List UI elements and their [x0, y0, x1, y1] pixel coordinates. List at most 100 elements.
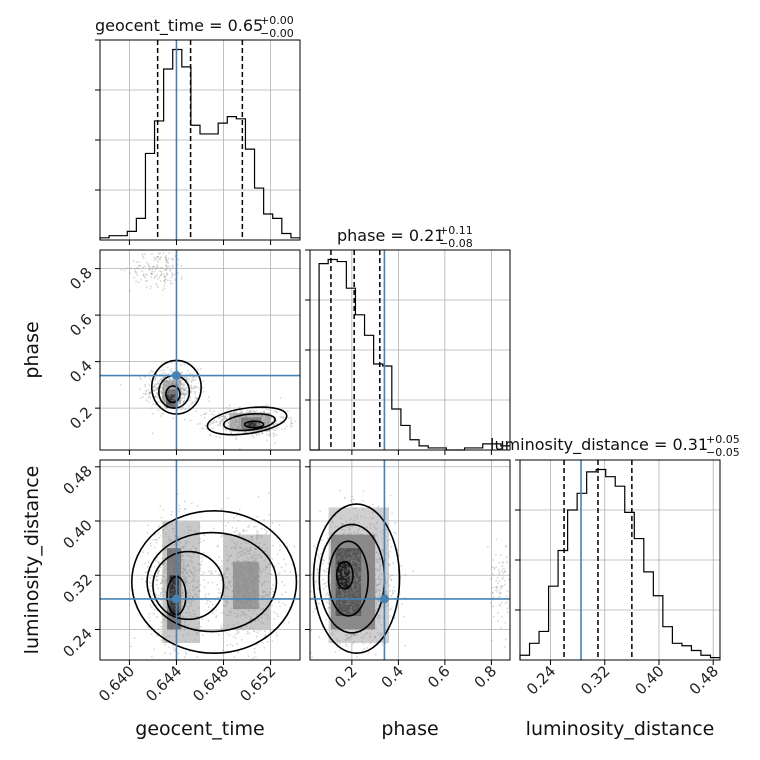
- scatter-point: [374, 567, 377, 570]
- scatter-point: [318, 636, 321, 639]
- scatter-point: [178, 400, 181, 402]
- scatter-point: [315, 581, 317, 584]
- xlabel-geocent-time: geocent_time: [135, 718, 264, 740]
- scatter-point: [165, 274, 168, 277]
- scatter-point: [333, 584, 335, 587]
- scatter-point: [272, 435, 275, 438]
- scatter-point: [376, 535, 379, 537]
- scatter-point: [267, 492, 270, 495]
- scatter-point: [338, 595, 341, 597]
- scatter-point: [178, 387, 181, 389]
- scatter-point: [258, 575, 261, 578]
- hist-bar: [245, 149, 254, 240]
- scatter-point: [165, 563, 168, 566]
- scatter-point: [238, 595, 241, 598]
- scatter-point: [235, 633, 237, 636]
- scatter-point: [491, 587, 493, 589]
- scatter-point: [372, 547, 375, 550]
- scatter-point: [353, 573, 356, 576]
- scatter-point: [184, 393, 186, 396]
- scatter-point: [353, 516, 356, 518]
- scatter-point: [192, 574, 195, 577]
- scatter-point: [284, 427, 287, 430]
- scatter-point: [503, 580, 506, 582]
- scatter-point: [196, 656, 198, 659]
- scatter-point: [357, 531, 359, 534]
- scatter-point: [174, 382, 177, 385]
- scatter-point: [180, 585, 183, 588]
- scatter-point: [254, 577, 257, 579]
- scatter-point: [333, 515, 336, 518]
- scatter-point: [253, 561, 256, 564]
- scatter-point: [178, 569, 181, 572]
- scatter-point: [150, 633, 153, 636]
- scatter-point: [359, 574, 362, 576]
- scatter-point: [205, 427, 208, 430]
- scatter-point: [355, 548, 357, 550]
- scatter-point: [240, 591, 243, 594]
- scatter-point: [355, 576, 358, 579]
- scatter-point: [180, 387, 183, 390]
- scatter-point: [378, 592, 381, 595]
- scatter-point: [172, 565, 175, 568]
- scatter-point: [330, 582, 333, 585]
- density-cell: [232, 561, 259, 610]
- scatter-point: [171, 581, 174, 584]
- scatter-point: [181, 384, 184, 387]
- scatter-point: [208, 409, 211, 412]
- scatter-point: [159, 258, 162, 260]
- hist-geocent_time: [95, 39, 300, 245]
- scatter-point: [165, 268, 168, 271]
- scatter-point: [243, 541, 246, 544]
- scatter-point: [375, 585, 377, 587]
- xlabel-luminosity-distance: luminosity_distance: [526, 718, 715, 740]
- scatter-point: [163, 399, 166, 402]
- y-tick-label: 0.24: [59, 625, 95, 661]
- scatter-point: [337, 573, 340, 575]
- scatter-point: [173, 605, 176, 608]
- scatter-point: [350, 616, 353, 619]
- scatter-point: [239, 600, 242, 603]
- hist-bar: [374, 364, 383, 450]
- scatter-point: [333, 554, 336, 557]
- scatter-point: [203, 586, 206, 588]
- scatter-point: [250, 536, 253, 539]
- scatter-point: [348, 525, 351, 528]
- scatter-point: [371, 532, 374, 534]
- scatter-point: [154, 386, 157, 389]
- scatter-point: [210, 413, 213, 416]
- scatter-point: [166, 379, 169, 381]
- scatter-point: [253, 651, 256, 654]
- scatter-point: [347, 594, 350, 597]
- scatter-point: [388, 590, 391, 593]
- scatter-point: [350, 561, 353, 564]
- scatter-point: [157, 561, 160, 564]
- scatter-point: [155, 559, 157, 562]
- scatter-point: [354, 576, 357, 579]
- scatter-point: [246, 409, 249, 412]
- scatter-point: [172, 560, 175, 562]
- scatter-point: [267, 418, 270, 421]
- scatter-point: [381, 549, 384, 551]
- scatter-point: [237, 593, 240, 596]
- scatter-point: [168, 611, 171, 613]
- scatter-point: [179, 381, 182, 384]
- scatter-point: [184, 624, 187, 627]
- scatter-point: [176, 271, 179, 274]
- scatter-point: [256, 534, 259, 537]
- scatter-point: [339, 539, 342, 542]
- scatter-point: [374, 581, 377, 583]
- scatter-point: [314, 607, 317, 610]
- scatter-point: [239, 546, 242, 548]
- scatter-point: [184, 582, 186, 584]
- scatter-point: [354, 579, 356, 582]
- scatter-point: [356, 592, 358, 595]
- scatter-point: [183, 575, 186, 577]
- scatter-point: [245, 578, 248, 581]
- scatter-point: [491, 566, 493, 569]
- scatter-point: [173, 393, 176, 396]
- scatter-point: [349, 620, 352, 623]
- scatter-point: [404, 573, 407, 576]
- scatter-point: [505, 556, 508, 559]
